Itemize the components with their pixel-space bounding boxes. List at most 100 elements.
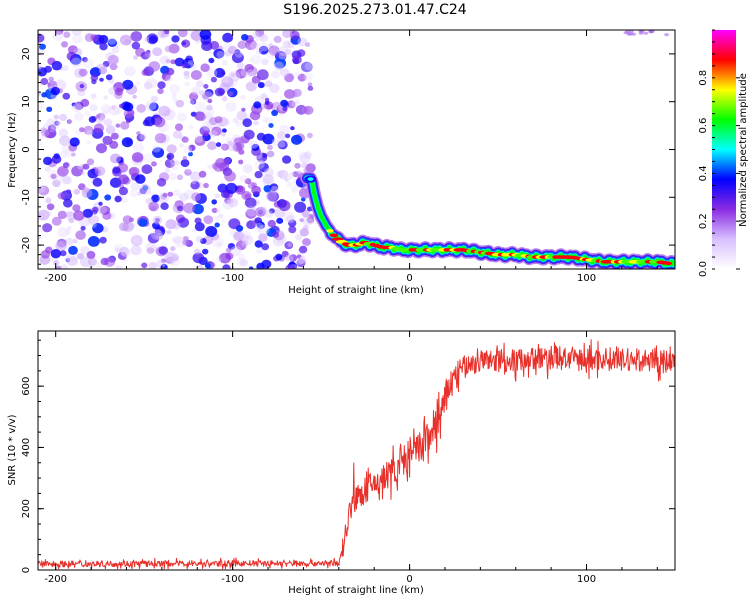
noise-blob: [136, 134, 145, 142]
noise-blob: [190, 63, 197, 70]
noise-blob: [209, 40, 220, 50]
noise-blob: [258, 224, 270, 235]
noise-blob: [214, 222, 220, 228]
noise-blob: [227, 140, 234, 147]
noise-blob: [107, 36, 117, 45]
colorbar-tick-label: 0.0: [698, 261, 709, 277]
noise-blob: [175, 99, 185, 108]
noise-blob: [54, 120, 60, 126]
noise-blob: [90, 74, 99, 82]
y-tick-label: 20: [21, 48, 32, 61]
noise-blob: [145, 77, 158, 89]
noise-blob: [38, 235, 41, 240]
noise-blob: [240, 230, 252, 241]
noise-blob: [286, 175, 292, 181]
x-tick-label: 0: [406, 273, 412, 284]
noise-blob: [285, 254, 294, 262]
noise-blob: [268, 208, 275, 214]
noise-blob: [275, 253, 283, 261]
noise-blob: [121, 196, 129, 203]
noise-blob: [95, 261, 103, 269]
noise-blob: [143, 81, 153, 90]
noise-blob: [59, 135, 71, 147]
noise-blob: [174, 236, 186, 248]
noise-blob: [127, 222, 135, 229]
noise-blob: [220, 71, 226, 76]
noise-blob: [72, 238, 78, 244]
noise-blob: [225, 182, 238, 194]
noise-blob: [178, 192, 189, 202]
noise-blob: [284, 241, 294, 250]
noise-blob: [115, 247, 121, 253]
noise-blob: [165, 74, 173, 82]
y-tick-label: 400: [21, 438, 32, 457]
noise-blob: [211, 126, 222, 136]
noise-blob: [67, 256, 78, 267]
noise-blob: [148, 201, 159, 212]
noise-blob: [203, 131, 209, 137]
noise-blob: [271, 70, 280, 79]
noise-blob: [266, 52, 274, 59]
noise-blob: [66, 211, 76, 221]
noise-blob: [282, 106, 288, 112]
noise-blob: [244, 197, 257, 209]
noise-blob: [142, 185, 149, 191]
noise-blob: [55, 30, 64, 35]
noise-blob: [205, 226, 218, 237]
noise-blob: [221, 76, 234, 88]
noise-blob: [80, 171, 86, 176]
noise-blob: [228, 218, 241, 230]
noise-blob: [113, 106, 123, 115]
noise-blob: [215, 257, 222, 263]
noise-blob: [225, 137, 233, 144]
noise-blob: [194, 217, 202, 224]
noise-blob: [254, 170, 263, 179]
noise-blob: [46, 118, 55, 127]
noise-blob: [225, 247, 232, 253]
noise-blob: [232, 117, 239, 124]
noise-blob: [245, 208, 257, 219]
noise-blob: [306, 132, 313, 139]
noise-blob: [183, 70, 190, 77]
noise-blob: [97, 205, 107, 215]
noise-blob: [112, 166, 121, 174]
noise-blob: [130, 245, 142, 256]
noise-blob: [168, 43, 180, 54]
noise-blob: [204, 262, 211, 269]
noise-blob: [176, 112, 187, 122]
noise-blob: [285, 214, 296, 224]
noise-blob: [277, 140, 288, 150]
noise-blob: [301, 61, 313, 73]
noise-blob: [190, 30, 203, 41]
noise-blob: [92, 206, 99, 213]
noise-blob: [71, 105, 76, 110]
noise-blob: [282, 155, 292, 164]
noise-blob: [190, 86, 201, 96]
noise-blob: [183, 73, 191, 80]
noise-blob: [268, 123, 274, 128]
noise-blob: [92, 177, 103, 187]
noise-blob: [56, 121, 61, 126]
noise-blob: [268, 83, 280, 93]
noise-blob: [294, 162, 301, 169]
noise-blob: [149, 191, 154, 196]
noise-blob: [155, 217, 160, 223]
y-tick-label: -10: [21, 189, 32, 205]
noise-blob: [202, 92, 210, 100]
noise-blob: [61, 65, 69, 72]
noise-blob: [258, 205, 268, 214]
y-tick-label: 200: [21, 499, 32, 518]
noise-blob: [288, 90, 298, 99]
noise-blob: [183, 145, 193, 154]
noise-blob: [191, 192, 202, 202]
noise-blob: [242, 235, 254, 246]
noise-blob: [98, 66, 107, 75]
noise-blob: [80, 225, 86, 231]
noise-blob: [253, 101, 262, 109]
noise-blob: [122, 215, 133, 224]
noise-blob: [238, 136, 245, 142]
noise-blob: [265, 190, 278, 202]
noise-blob: [295, 170, 303, 178]
noise-blob: [261, 177, 271, 186]
